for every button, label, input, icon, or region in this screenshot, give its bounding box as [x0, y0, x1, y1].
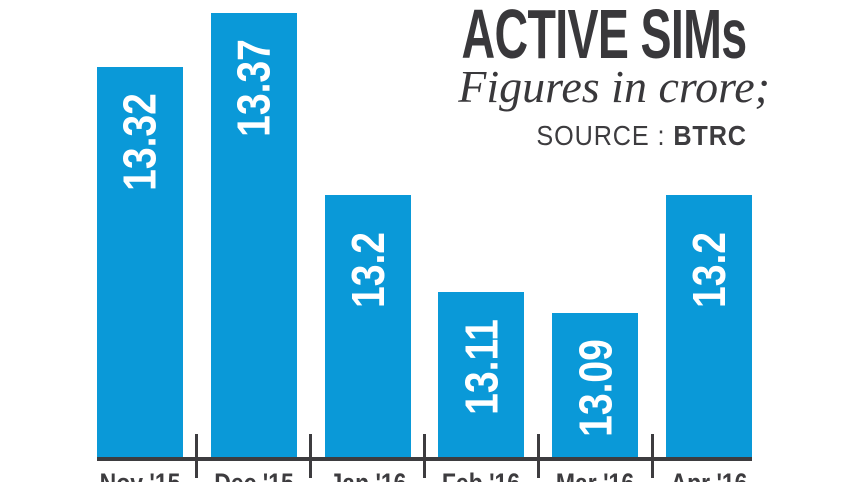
- source-line: SOURCE : BTRC: [536, 119, 747, 153]
- bar-value-label: 13.11: [438, 317, 524, 417]
- bar-value-label: 13.2: [325, 220, 411, 320]
- bar: 13.37: [210, 13, 297, 461]
- bar: 13.11: [438, 291, 525, 461]
- bar: 13.09: [552, 313, 639, 461]
- x-axis-tick: [536, 434, 540, 478]
- x-axis-label: Feb '16: [422, 470, 541, 482]
- x-axis-tick: [195, 434, 199, 478]
- source-label: SOURCE :: [536, 120, 666, 151]
- bar-value-text: 13.37: [227, 39, 280, 137]
- bar-value-label: 13.09: [552, 338, 638, 438]
- bar-value-text: 13.09: [569, 339, 622, 437]
- bar-value-text: 13.2: [683, 232, 735, 309]
- x-axis-tick: [650, 434, 654, 478]
- x-axis-tick: [309, 434, 313, 478]
- x-axis-label: Jan '16: [308, 470, 427, 482]
- bar-value-text: 13.2: [341, 232, 394, 309]
- bar-value-text: 13.11: [455, 318, 508, 415]
- source-value: BTRC: [673, 120, 747, 151]
- x-axis-line: [97, 457, 752, 461]
- bar-value-label: 13.37: [211, 38, 297, 138]
- x-axis-label: Dec '15: [194, 470, 313, 482]
- bar-value-label: 13.2: [666, 220, 752, 320]
- bar: 13.2: [666, 195, 752, 461]
- x-axis-label: Apr '16: [650, 470, 769, 482]
- bar: 13.32: [97, 66, 183, 461]
- chart-subtitle: Figures in crore;: [458, 61, 770, 112]
- chart-title: ACTIVE SIMs: [462, 0, 748, 73]
- bar: 13.2: [324, 195, 411, 461]
- x-axis-tick: [423, 434, 426, 478]
- x-axis-label: Nov '15: [81, 470, 200, 482]
- bar-value-text: 13.32: [114, 92, 166, 191]
- bar-value-label: 13.32: [97, 92, 183, 192]
- x-axis-label: Mar '16: [536, 470, 655, 482]
